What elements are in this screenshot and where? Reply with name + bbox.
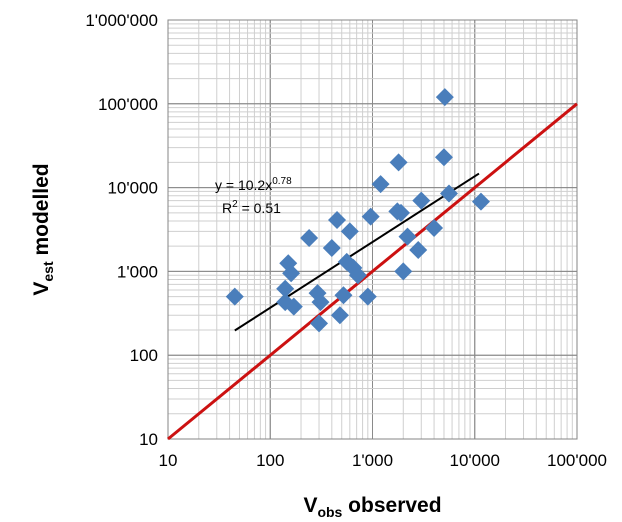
plot-area-frame [167,19,578,440]
data-point [340,222,359,241]
data-point [392,203,411,222]
y-axis-ticks: 10 100 1'000 10'000 100'000 1'000'000 [85,11,158,449]
data-point [371,175,390,194]
data-point [330,306,349,325]
r-squared-label: R2 = 0.51 [222,199,281,216]
data-point [282,264,301,283]
data-point [425,218,444,237]
y-tick-label: 100'000 [98,95,158,114]
data-point [334,286,353,305]
y-axis-title: Vest modelled [30,163,56,295]
data-point [322,239,341,258]
y-tick-label: 1'000 [117,262,158,281]
data-point [358,287,377,306]
y-tick-label: 1'000'000 [85,11,158,30]
data-point [409,241,428,260]
data-point [434,148,453,167]
data-point [389,153,408,172]
x-tick-label: 10'000 [449,451,500,470]
data-point [300,229,319,248]
x-tick-label: 10 [159,451,178,470]
x-tick-label: 100'000 [547,451,607,470]
x-tick-label: 100 [256,451,284,470]
data-point [225,287,244,306]
data-point [310,314,329,333]
data-point [361,207,380,226]
data-point [398,227,417,246]
trend-equation: y = 10.2x0.78 [215,176,292,193]
grid-lines [167,19,578,440]
data-point [412,191,431,210]
trend-line [234,172,480,332]
data-points [225,88,490,333]
x-axis-title: Vobs observed [303,494,441,520]
data-point [394,262,413,281]
y-tick-label: 100 [130,346,158,365]
x-axis-ticks: 10 100 1'000 10'000 100'000 [159,451,607,470]
data-point [284,297,303,316]
data-point [311,293,330,312]
data-point [471,192,490,211]
data-point [328,211,347,230]
data-point [440,184,459,203]
x-tick-label: 1'000 [352,451,393,470]
y-tick-label: 10'000 [107,179,158,198]
y-tick-label: 10 [139,430,158,449]
data-point [348,266,367,285]
data-point [276,279,295,298]
data-point [435,88,454,107]
reference-line [167,102,578,441]
